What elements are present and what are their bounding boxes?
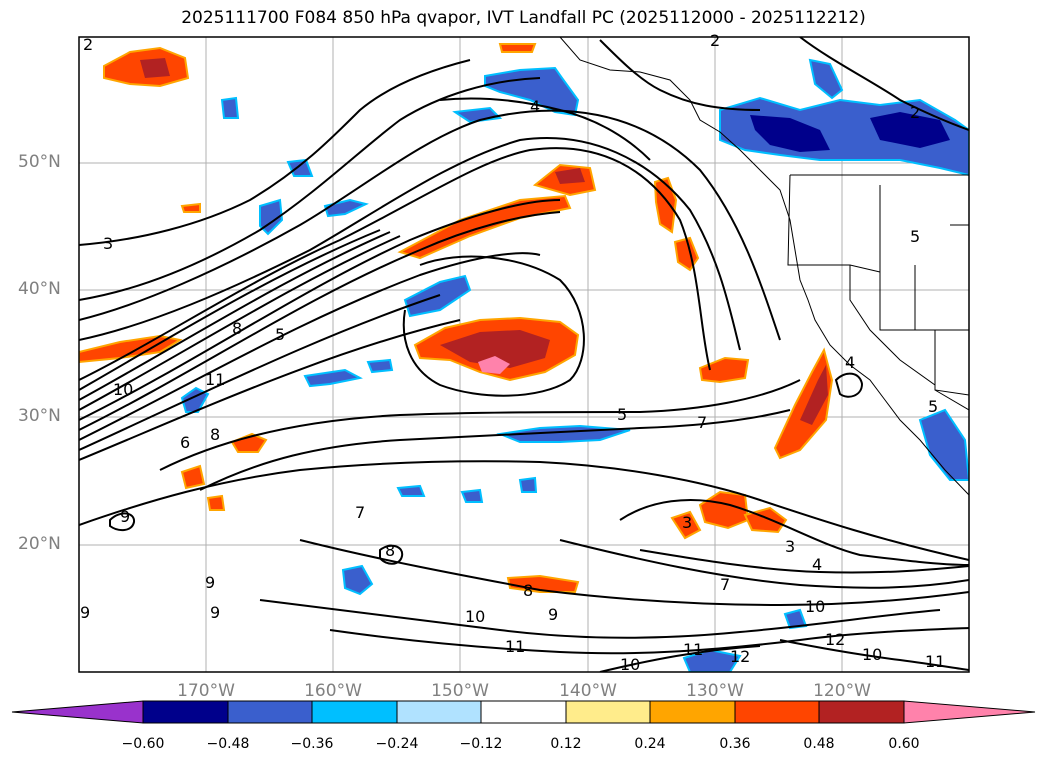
colorbar-segment: [396, 700, 482, 724]
contour-label: 11: [925, 652, 945, 671]
contour-label: 8: [385, 541, 395, 560]
map-title: 2025111700 F084 850 hPa qvapor, IVT Land…: [181, 8, 866, 28]
contour-label: 12: [825, 630, 845, 649]
lat-label: 30°N: [18, 406, 61, 426]
lon-label: 150°W: [431, 681, 489, 701]
colorbar-segment: [565, 700, 651, 724]
lat-label: 20°N: [18, 534, 61, 554]
contour-label: 12: [730, 647, 750, 666]
contour-label: 11: [205, 370, 225, 389]
colorbar-tick: −0.24: [375, 736, 419, 752]
ivt-contours: [79, 37, 969, 672]
contour-label: 5: [928, 397, 938, 416]
colorbar-tick: 0.24: [634, 736, 666, 752]
contour-label: 8: [210, 425, 220, 444]
colorbar-tick: −0.36: [290, 736, 334, 752]
contour-label: 3: [682, 513, 692, 532]
contour-label: 5: [617, 405, 627, 424]
lon-label: 120°W: [813, 681, 871, 701]
colorbar-segment: [480, 700, 567, 724]
contour-label: 9: [548, 605, 558, 624]
contour-label: 11: [683, 640, 703, 659]
colorbar-tick: 0.48: [803, 736, 835, 752]
contour-label: 8: [523, 581, 533, 600]
plot-frame: [78, 36, 970, 673]
lat-label: 40°N: [18, 279, 61, 299]
contour-label: 7: [697, 413, 707, 432]
colorbar-tick: 0.36: [719, 736, 751, 752]
colorbar-segment: [734, 700, 820, 724]
lon-label: 160°W: [304, 681, 362, 701]
contour-label: 2: [83, 35, 93, 54]
colorbar-tick: −0.12: [459, 736, 503, 752]
contour-label: 8: [232, 319, 242, 338]
negative-anomaly-fills: [180, 58, 969, 672]
contour-label: 9: [120, 507, 130, 526]
contour-label: 10: [862, 645, 882, 664]
colorbar-tick: 0.60: [888, 736, 920, 752]
colorbar-extend-low: [11, 700, 144, 724]
contour-label: 3: [785, 537, 795, 556]
contour-label: 10: [465, 607, 485, 626]
contour-label: 7: [355, 503, 365, 522]
colorbar-tick: 0.12: [550, 736, 582, 752]
contour-label: 4: [530, 97, 540, 116]
contour-label: 7: [720, 575, 730, 594]
colorbar-tick: −0.48: [206, 736, 250, 752]
contour-label: 4: [812, 555, 822, 574]
contour-label: 6: [180, 433, 190, 452]
contour-label: 2: [710, 31, 720, 50]
contour-label: 5: [275, 325, 285, 344]
contour-label: 9: [210, 603, 220, 622]
colorbar: [11, 700, 1036, 724]
colorbar-segment: [142, 700, 229, 724]
lon-label: 130°W: [686, 681, 744, 701]
colorbar-extend-high: [903, 700, 1036, 724]
lon-label: 140°W: [559, 681, 617, 701]
lon-label: 170°W: [177, 681, 235, 701]
colorbar-segment: [649, 700, 736, 724]
colorbar-segment: [818, 700, 905, 724]
contour-label: 10: [113, 380, 133, 399]
plot-area: [79, 37, 969, 672]
contour-label: 5: [910, 227, 920, 246]
contour-labels: 2 2 3 3 5 4 4 5 7 7 4 3 10 12 10 11 11 1…: [80, 31, 945, 674]
colorbar-tick: −0.60: [121, 736, 165, 752]
contour-label: 11: [505, 637, 525, 656]
contour-label: 10: [620, 655, 640, 674]
contour-label: 4: [845, 353, 855, 372]
lat-label: 50°N: [18, 152, 61, 172]
colorbar-segment: [227, 700, 313, 724]
contour-label: 2: [910, 103, 920, 122]
contour-label: 3: [103, 234, 113, 253]
contour-label: 9: [80, 603, 90, 622]
colorbar-segment: [311, 700, 398, 724]
coastlines: [559, 37, 969, 496]
contour-label: 9: [205, 573, 215, 592]
contour-label: 10: [805, 597, 825, 616]
